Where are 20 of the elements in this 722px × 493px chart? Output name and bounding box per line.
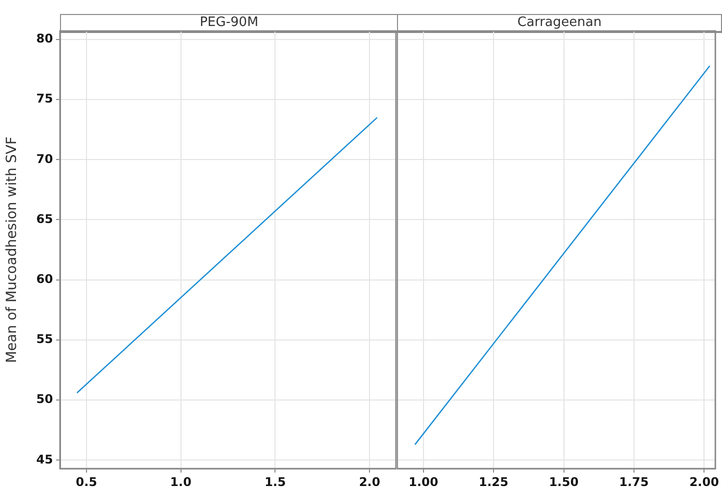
x-tick-label: 0.5	[76, 474, 98, 489]
y-tick-label: 70	[36, 152, 53, 166]
y-tick-label: 75	[36, 92, 53, 106]
x-tick-label: 1.75	[619, 474, 649, 489]
x-tick-label: 1.50	[548, 474, 579, 489]
y-tick-label: 60	[36, 272, 53, 286]
y-tick-label: 65	[36, 212, 53, 226]
y-tick-label: 45	[36, 452, 53, 466]
y-tick-label: 55	[36, 332, 53, 346]
chart-title: Carrageenan	[397, 14, 722, 33]
y-tick-label: 50	[36, 392, 53, 406]
x-tick-label: 1.0	[170, 474, 192, 489]
chart-title: PEG-90M	[60, 14, 398, 33]
y-tick-label: 80	[36, 32, 53, 46]
x-tick-label: 1.5	[264, 474, 286, 489]
y-axis-title: Mean of Mucoadhesion with SVF	[4, 136, 20, 364]
x-tick-label: 2.0	[358, 474, 380, 489]
x-tick-label: 1.00	[408, 474, 438, 489]
x-tick-label: 2.00	[689, 474, 719, 489]
x-tick-label: 1.25	[478, 474, 508, 489]
